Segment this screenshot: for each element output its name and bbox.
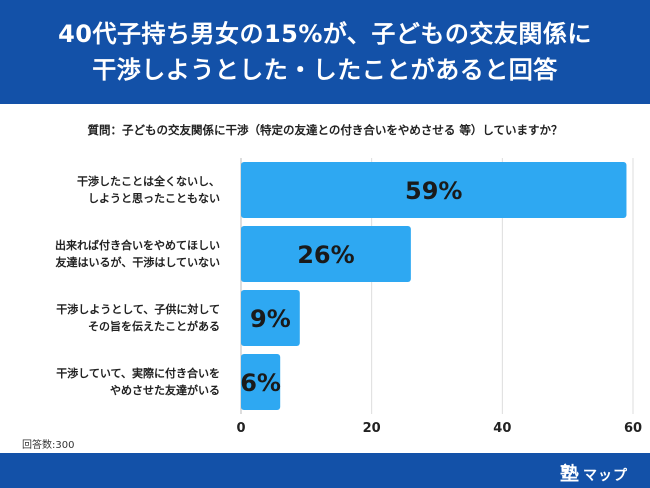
brand-logo: 塾 マップ (560, 459, 628, 486)
footer-bar: 塾 マップ (0, 453, 650, 488)
category-label-line: その旨を伝えたことがある (88, 320, 220, 333)
x-tick-label: 20 (363, 421, 381, 436)
bar-1 (241, 162, 627, 218)
header-banner: 40代子持ち男女の15%が、子どもの交友関係に 干渉しようとした・したことがある… (0, 0, 650, 104)
x-tick-label: 40 (493, 421, 511, 436)
data-label-1: 59% (405, 177, 462, 205)
category-label-line: 干渉していて、実際に付き合いを (56, 367, 220, 380)
bar-3 (241, 290, 300, 346)
data-label-4: 6% (240, 369, 281, 397)
data-label-2: 26% (297, 241, 354, 269)
data-label-3: 9% (250, 305, 291, 333)
headline-line-1: 40代子持ち男女の15%が、子どもの交友関係に (58, 20, 592, 48)
sample-size: 回答数:300 (22, 440, 75, 451)
category-label-line: やめさせた友達がいる (110, 384, 220, 397)
headline-line-2: 干渉しようとした・したことがあると回答 (92, 56, 558, 84)
category-label-1: 干渉したことは全くないし、しようと思ったこともない (5, 173, 220, 207)
category-label-2: 出来れば付き合いをやめてほしい 友達はいるが、干渉はしていない (5, 237, 220, 271)
category-label-line: 出来れば付き合いをやめてほしい (55, 239, 220, 252)
category-label-4: 干渉していて、実際に付き合いをやめさせた友達がいる (5, 365, 220, 399)
bar-2 (241, 226, 411, 282)
bar-4 (241, 354, 281, 410)
x-tick-label: 60 (624, 421, 642, 436)
category-label-line: 友達はいるが、干渉はしていない (55, 256, 220, 269)
x-tick-label: 0 (236, 421, 245, 436)
category-label-line: しようと思ったこともない (88, 192, 220, 205)
brand-kana: マップ (583, 468, 628, 484)
category-label-line: 干渉しようとして、子供に対して (56, 303, 220, 316)
category-label-line: 干渉したことは全くないし、 (77, 175, 220, 188)
brand-kanji: 塾 (559, 463, 579, 485)
category-label-3: 干渉しようとして、子供に対してその旨を伝えたことがある (5, 301, 220, 335)
bar-chart: 0 20 40 60 59% 26% 9% 6% (236, 158, 642, 436)
survey-question: 質問：子どもの交友関係に干渉（特定の友達との付き合いをやめさせる 等）しています… (87, 123, 563, 137)
